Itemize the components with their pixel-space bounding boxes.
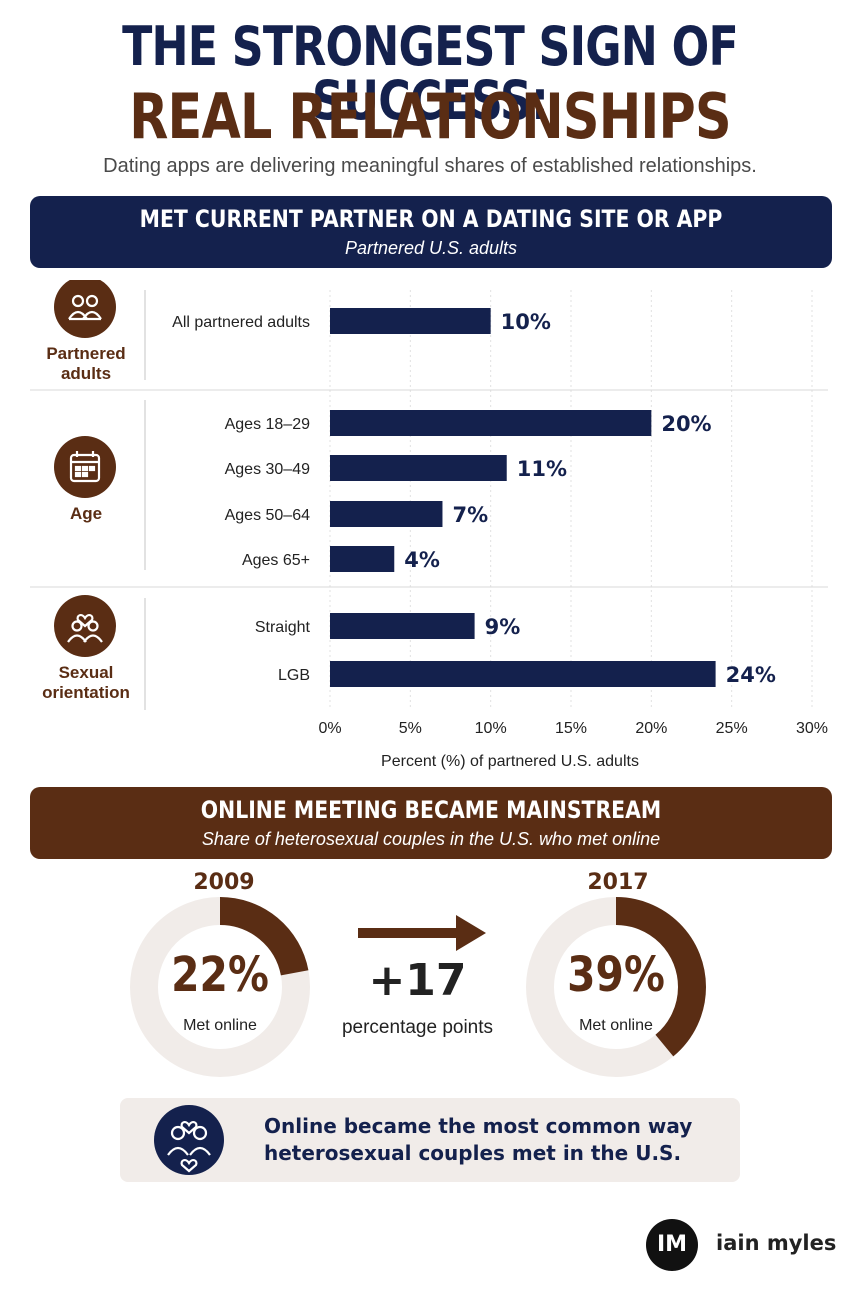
callout-text: Online became the most common way hetero… bbox=[264, 1114, 693, 1165]
bar bbox=[330, 613, 475, 639]
bar-chart: 0% 5% 10% 15% 20% 25% 30% Percent (%) of partne… bbox=[30, 280, 828, 770]
donut-arc-2009 bbox=[130, 897, 310, 1077]
section-1-banner: MET CURRENT PARTNER ON A DATING SITE OR … bbox=[30, 196, 832, 268]
donut-caption-2009: Met online bbox=[183, 1017, 257, 1034]
x-tick-label: 20% bbox=[635, 720, 667, 737]
arrow-right-icon bbox=[358, 915, 486, 951]
category-label: Straight bbox=[255, 619, 311, 636]
title-line-2: REAL RELATIONSHIPS bbox=[129, 80, 731, 153]
x-tick-label: 10% bbox=[475, 720, 507, 737]
section-2-title: ONLINE MEETING BECAME MAINSTREAM bbox=[200, 796, 662, 824]
x-tick-label: 25% bbox=[716, 720, 748, 737]
bar bbox=[330, 661, 716, 687]
callout-box: Online became the most common way hetero… bbox=[120, 1098, 740, 1182]
subtitle: Dating apps are delivering meaningful sh… bbox=[103, 155, 757, 177]
donut-value-2009: 22% bbox=[171, 947, 269, 1003]
group-label: orientation bbox=[42, 683, 130, 702]
x-tick-label: 15% bbox=[555, 720, 587, 737]
bar bbox=[330, 308, 491, 334]
bar-value-label: 10% bbox=[501, 310, 551, 334]
donut-year-2017: 2017 bbox=[587, 870, 649, 895]
calendar-icon bbox=[54, 436, 116, 498]
donut-ring-2017 bbox=[526, 897, 706, 1077]
bar-value-label: 4% bbox=[404, 548, 440, 572]
couple-heart-icon bbox=[54, 595, 116, 657]
category-label: Ages 30–49 bbox=[225, 461, 311, 478]
bar bbox=[330, 546, 395, 572]
category-label: Ages 65+ bbox=[242, 552, 310, 569]
bar bbox=[330, 501, 443, 527]
category-label: Ages 18–29 bbox=[225, 416, 311, 433]
donut-value-2017: 39% bbox=[567, 947, 665, 1003]
section-1-subtitle: Partnered U.S. adults bbox=[344, 238, 518, 258]
x-tick-label: 5% bbox=[399, 720, 422, 737]
brand-name: iain myles bbox=[716, 1231, 837, 1255]
brand-logo: IM bbox=[646, 1219, 698, 1271]
group-label: Partnered bbox=[46, 344, 125, 363]
group-label: adults bbox=[61, 364, 111, 383]
bar-value-label: 11% bbox=[517, 457, 567, 481]
title-line-1: THE STRONGEST SIGN OF SUCCESS: bbox=[122, 15, 739, 132]
section-1-title: MET CURRENT PARTNER ON A DATING SITE OR … bbox=[139, 205, 723, 233]
bar bbox=[330, 410, 652, 436]
change-caption: percentage points bbox=[341, 1017, 494, 1038]
x-tick-label: 30% bbox=[796, 720, 828, 737]
bar-value-label: 20% bbox=[661, 412, 711, 436]
donut-ring-2009 bbox=[130, 897, 310, 1077]
category-label: LGB bbox=[278, 667, 310, 684]
donut-2017: 39% Met online bbox=[526, 897, 706, 1077]
category-label: All partnered adults bbox=[172, 314, 310, 331]
category-label: Ages 50–64 bbox=[225, 507, 311, 524]
bar-value-label: 24% bbox=[726, 663, 776, 687]
group-label: Age bbox=[70, 504, 102, 523]
donut-arc-2017 bbox=[526, 897, 706, 1077]
change-value: +17 bbox=[368, 955, 467, 1006]
donut-2009: 22% Met online bbox=[130, 897, 310, 1077]
donut-year-2009: 2009 bbox=[193, 870, 255, 895]
bar bbox=[330, 455, 507, 481]
bar-value-label: 9% bbox=[485, 615, 521, 639]
donut-caption-2017: Met online bbox=[579, 1017, 653, 1034]
section-2-subtitle: Share of heterosexual couples in the U.S… bbox=[201, 829, 661, 849]
section-2-banner: ONLINE MEETING BECAME MAINSTREAM Share o… bbox=[30, 787, 832, 859]
x-tick-label: 0% bbox=[318, 720, 341, 737]
couple-hearts-icon bbox=[154, 1105, 224, 1175]
x-axis-label: Percent (%) of partnered U.S. adults bbox=[381, 753, 639, 770]
group-label: Sexual bbox=[59, 663, 114, 682]
bar-value-label: 7% bbox=[452, 503, 488, 527]
people-icon bbox=[54, 280, 116, 338]
